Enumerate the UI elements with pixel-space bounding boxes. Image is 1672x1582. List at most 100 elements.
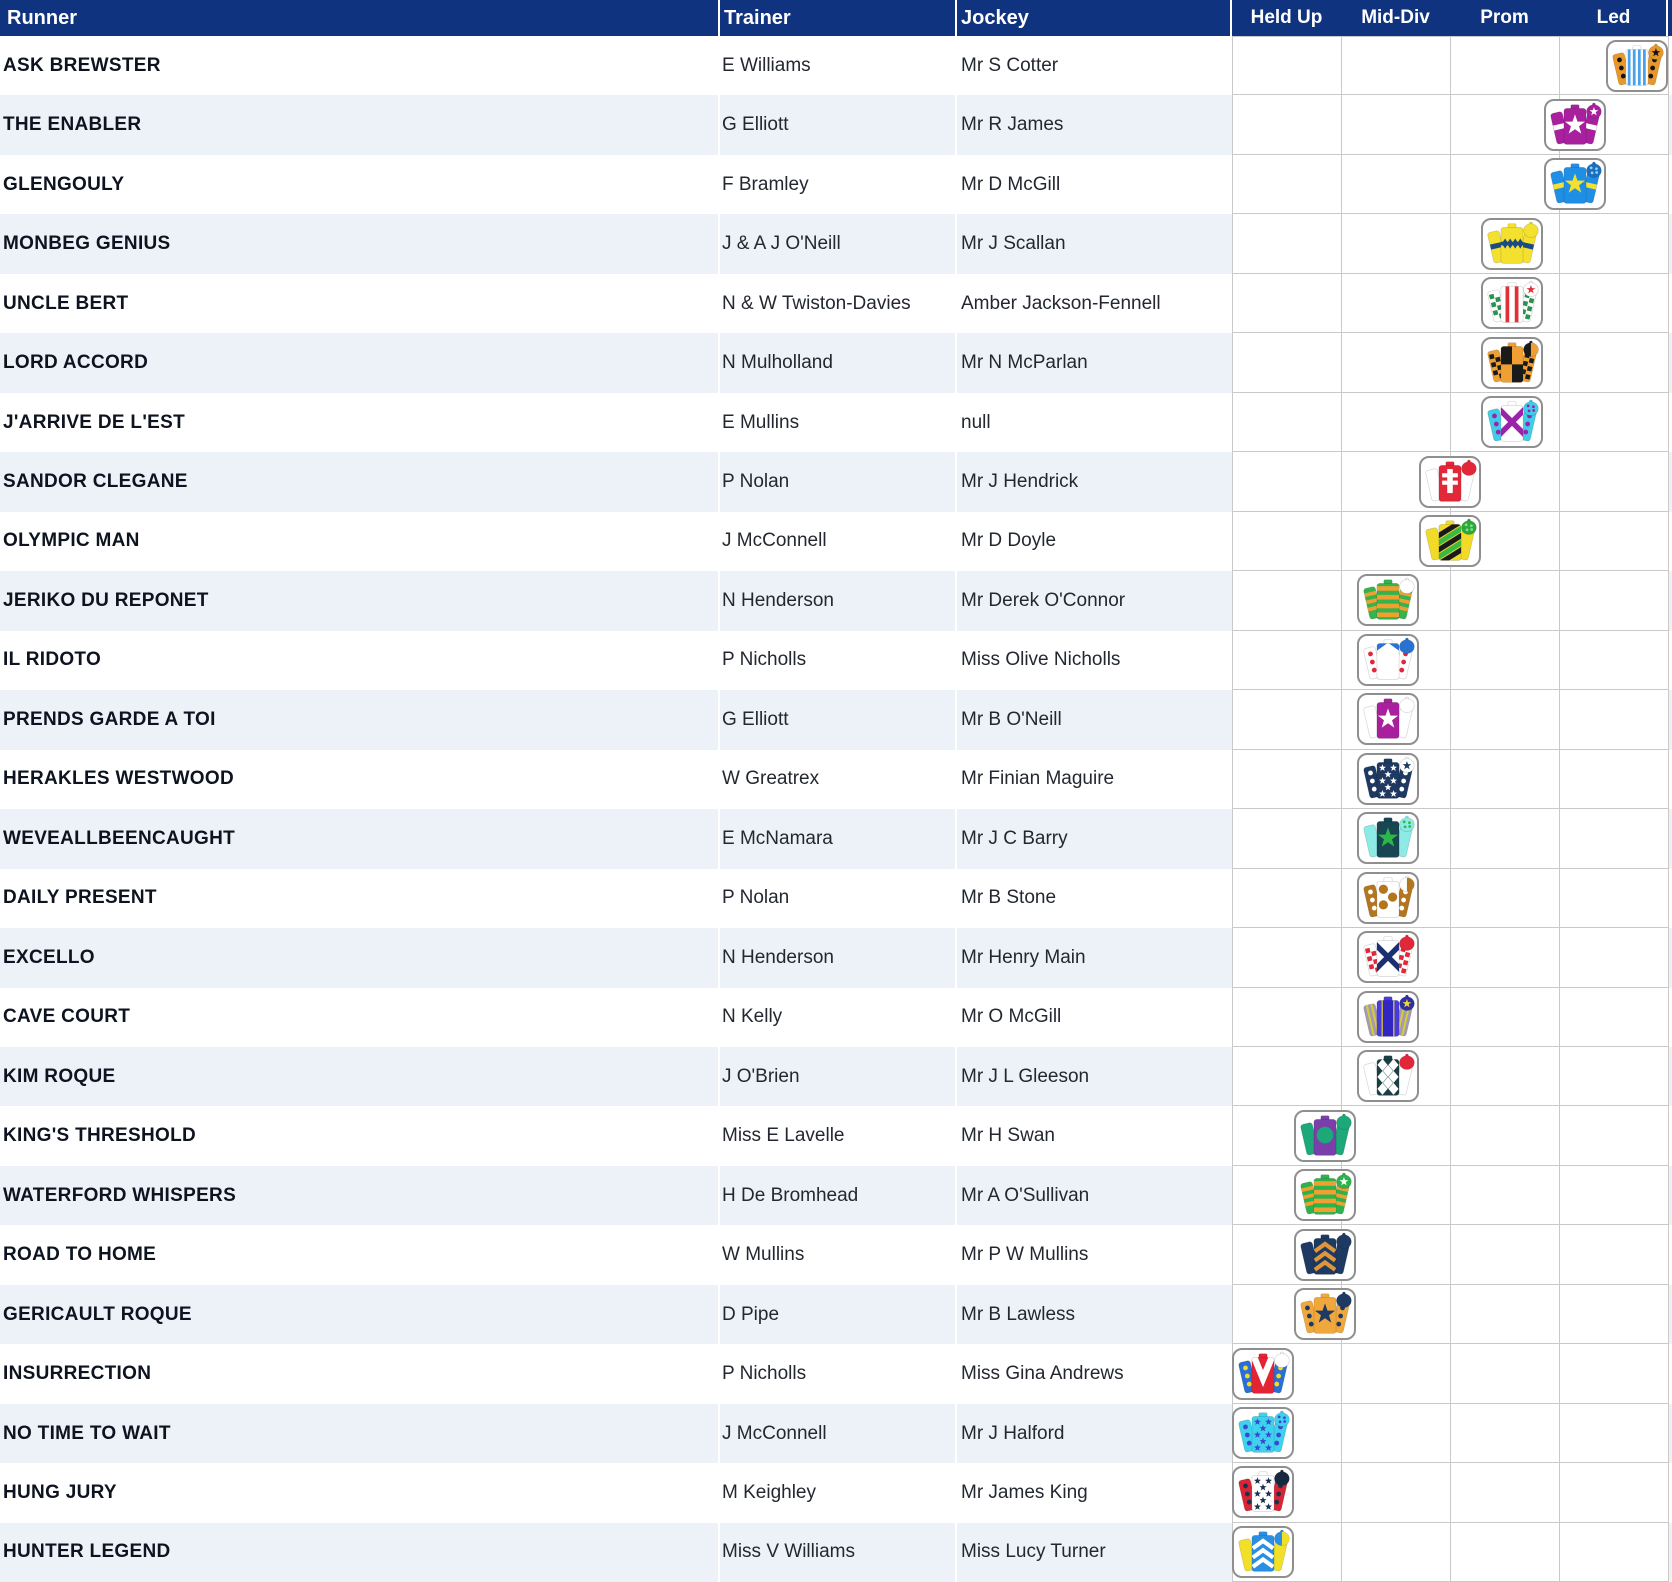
run-style-scale <box>1232 511 1669 572</box>
jockey-silk-graphic <box>1363 578 1415 621</box>
table-row[interactable]: KING'S THRESHOLD Miss E Lavelle Mr H Swan <box>0 1106 1672 1166</box>
jockey-silk-icon <box>1356 693 1419 746</box>
trainer-name: G Elliott <box>722 708 789 730</box>
jockey-name: Amber Jackson-Fennell <box>961 292 1161 314</box>
jockey-silk-graphic <box>1487 340 1539 383</box>
jockey-name: null <box>961 411 991 433</box>
trainer-name: F Bramley <box>722 173 809 195</box>
header-divider <box>718 0 720 36</box>
runner-name: KING'S THRESHOLD <box>3 1125 196 1147</box>
runner-name: GLENGOULY <box>3 173 125 195</box>
run-style-scale <box>1232 571 1669 631</box>
column-header-led: Led <box>1596 7 1631 28</box>
runner-name: MONBEG GENIUS <box>3 233 171 255</box>
jockey-name: Mr James King <box>961 1481 1088 1503</box>
runner-name: IL RIDOTO <box>3 649 102 671</box>
table-row[interactable]: PRENDS GARDE A TOI G Elliott Mr B O'Neill <box>0 690 1672 750</box>
table-row[interactable]: DAILY PRESENT P Nolan Mr B Stone <box>0 868 1672 929</box>
runner-name: ROAD TO HOME <box>3 1244 157 1266</box>
trainer-name: E McNamara <box>722 827 833 849</box>
jockey-silk-icon <box>1356 633 1419 686</box>
jockey-name: Mr J L Gleeson <box>961 1065 1090 1087</box>
runner-name: INSURRECTION <box>3 1363 152 1385</box>
jockey-name: Mr R James <box>961 114 1064 136</box>
trainer-name: N Henderson <box>722 589 834 611</box>
run-style-scale <box>1232 1106 1669 1166</box>
table-row[interactable]: HERAKLES WESTWOOD W Greatrex Mr Finian Mag… <box>0 749 1672 810</box>
header-divider <box>955 0 957 36</box>
jockey-silk-icon <box>1481 277 1544 330</box>
table-row[interactable]: IL RIDOTO P Nicholls Miss Olive Nicholls <box>0 630 1672 691</box>
trainer-name: D Pipe <box>722 1303 780 1325</box>
table-row[interactable]: NO TIME TO WAIT J McConnell Mr J Halford <box>0 1403 1672 1464</box>
jockey-silk-icon <box>1294 1169 1357 1222</box>
table-row[interactable]: WEVEALLBEENCAUGHT E McNamara Mr J C Barry <box>0 809 1672 869</box>
table-row[interactable]: THE ENABLER G Elliott Mr R James <box>0 95 1672 155</box>
runner-name: HUNTER LEGEND <box>3 1541 171 1563</box>
jockey-name: Mr D McGill <box>961 173 1061 195</box>
runner-name: LORD ACCORD <box>3 352 149 374</box>
jockey-silk-icon <box>1356 752 1419 805</box>
jockey-silk-icon <box>1232 1466 1295 1519</box>
table-row[interactable]: GLENGOULY F Bramley Mr D McGill <box>0 154 1672 215</box>
run-style-scale <box>1232 333 1669 393</box>
jockey-silk-graphic <box>1363 994 1415 1037</box>
runner-name: EXCELLO <box>3 946 95 968</box>
jockey-silk-graphic <box>1487 399 1539 442</box>
table-row[interactable]: UNCLE BERT N & W Twiston-Davies Amber Jack… <box>0 273 1672 334</box>
jockey-silk-graphic <box>1363 1053 1415 1096</box>
jockey-silk-icon <box>1356 574 1419 627</box>
jockey-silk-icon <box>1232 1407 1295 1460</box>
run-style-scale <box>1232 1284 1669 1345</box>
jockey-silk-icon <box>1356 1050 1419 1103</box>
table-row[interactable]: KIM ROQUE J O'Brien Mr J L Gleeson <box>0 1046 1672 1107</box>
run-style-scale <box>1232 868 1669 929</box>
table-row[interactable]: ROAD TO HOME W Mullins Mr P W Mullins <box>0 1225 1672 1285</box>
runner-name: ASK BREWSTER <box>3 54 161 76</box>
run-style-scale <box>1232 690 1669 750</box>
run-style-scale <box>1232 273 1669 334</box>
jockey-silk-icon <box>1294 1288 1357 1341</box>
run-style-scale <box>1232 809 1669 869</box>
table-row[interactable]: CAVE COURT N Kelly Mr O McGill <box>0 987 1672 1047</box>
table-row[interactable]: SANDOR CLEGANE P Nolan Mr J Hendrick <box>0 452 1672 512</box>
run-style-scale <box>1232 214 1669 274</box>
table-row[interactable]: LORD ACCORD N Mulholland Mr N McParlan <box>0 333 1672 393</box>
table-row[interactable]: HUNG JURY M Keighley Mr James King <box>0 1463 1672 1523</box>
table-row[interactable]: MONBEG GENIUS J & A J O'Neill Mr J Scallan <box>0 214 1672 274</box>
table-row[interactable]: GERICAULT ROQUE D Pipe Mr B Lawless <box>0 1284 1672 1345</box>
table-row[interactable]: EXCELLO N Henderson Mr Henry Main <box>0 928 1672 988</box>
jockey-silk-icon <box>1419 514 1481 567</box>
jockey-silk-graphic <box>1300 1232 1353 1275</box>
jockey-name: Mr A O'Sullivan <box>961 1184 1090 1206</box>
trainer-name: E Williams <box>722 54 811 76</box>
run-style-scale <box>1232 1522 1669 1582</box>
runner-name: CAVE COURT <box>3 1006 131 1028</box>
jockey-silk-graphic <box>1487 221 1539 264</box>
jockey-silk-graphic <box>1549 161 1602 204</box>
run-style-scale <box>1232 1165 1669 1226</box>
run-style-scale <box>1232 1046 1669 1107</box>
table-row[interactable]: JERIKO DU REPONET N Henderson Mr Derek O'C… <box>0 571 1672 631</box>
runner-name: JERIKO DU REPONET <box>3 589 209 611</box>
jockey-name: Mr Derek O'Connor <box>961 589 1126 611</box>
table-row[interactable]: ASK BREWSTER E Williams Mr S Cotter <box>0 36 1672 96</box>
run-style-scale <box>1232 1403 1669 1464</box>
runner-name: THE ENABLER <box>3 114 142 136</box>
table-row[interactable]: J'ARRIVE DE L'EST E Mullins null <box>0 392 1672 453</box>
trainer-name: N Kelly <box>722 1006 783 1028</box>
table-row[interactable]: OLYMPIC MAN J McConnell Mr D Doyle <box>0 511 1672 572</box>
jockey-silk-icon <box>1481 217 1544 270</box>
column-header-trainer: Trainer <box>724 6 791 29</box>
table-row[interactable]: WATERFORD WHISPERS H De Bromhead Mr A O'Su… <box>0 1165 1672 1226</box>
run-style-scale <box>1232 987 1669 1047</box>
jockey-name: Mr J C Barry <box>961 827 1068 849</box>
jockey-silk-icon <box>1605 39 1668 92</box>
table-row[interactable]: HUNTER LEGEND Miss V Williams Miss Lucy Tu… <box>0 1522 1672 1582</box>
runner-name: J'ARRIVE DE L'EST <box>3 411 186 433</box>
jockey-silk-graphic <box>1300 1113 1353 1156</box>
table-row[interactable]: INSURRECTION P Nicholls Miss Gina Andrews <box>0 1344 1672 1404</box>
runner-name: HUNG JURY <box>3 1481 117 1503</box>
trainer-name: H De Bromhead <box>722 1184 859 1206</box>
run-style-scale <box>1232 928 1669 988</box>
